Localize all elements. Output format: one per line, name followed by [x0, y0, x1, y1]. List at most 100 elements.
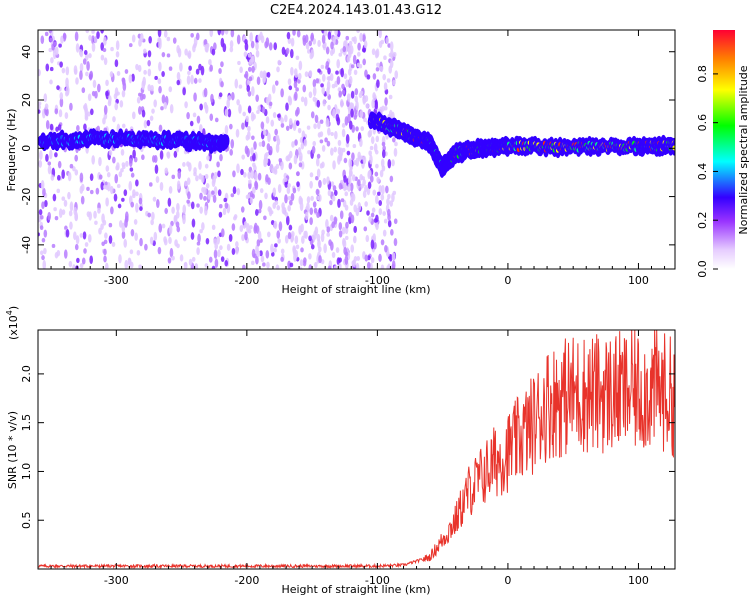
heatmap-noise-cell — [264, 192, 268, 200]
heatmap-noise-cell — [356, 256, 361, 261]
heatmap-noise-cell — [308, 264, 313, 269]
heatmap-noise-cell — [39, 150, 43, 161]
heatmap-noise-cell — [78, 49, 83, 56]
heatmap-noise-cell — [130, 201, 135, 208]
heatmap-noise-cell — [116, 184, 121, 189]
heatmap-noise-cell — [114, 59, 119, 68]
heatmap-noise-cell — [351, 174, 356, 182]
heatmap-noise-cell — [318, 179, 322, 189]
heatmap-noise-cell — [341, 83, 345, 90]
heatmap-noise-cell — [241, 154, 245, 160]
heatmap-noise-cell — [218, 92, 223, 98]
heatmap-noise-cell — [345, 133, 350, 144]
heatmap-noise-cell — [394, 141, 398, 147]
heatmap-noise-cell — [376, 79, 380, 89]
heatmap-noise-cell — [330, 147, 334, 156]
snr-multiplier: (x104) — [5, 306, 20, 340]
heatmap-noise-cell — [176, 226, 181, 233]
heatmap-noise-cell — [306, 125, 311, 130]
heatmap-noise-cell — [110, 206, 114, 215]
heatmap-noise-cell — [285, 102, 289, 111]
y-tick-label: -20 — [20, 188, 33, 206]
heatmap-noise-cell — [40, 35, 45, 45]
heatmap-noise-cell — [102, 219, 107, 226]
heatmap-noise-cell — [43, 229, 48, 238]
heatmap-noise-cell — [284, 235, 289, 244]
heatmap-noise-cell — [386, 265, 391, 269]
heatmap-noise-cell — [193, 42, 197, 49]
heatmap-noise-cell — [118, 171, 123, 178]
heatmap-noise-cell — [326, 232, 330, 237]
heatmap-noise-cell — [389, 41, 394, 52]
heatmap-noise-cell — [310, 111, 315, 119]
heatmap-noise-cell — [259, 31, 263, 41]
heatmap-noise-cell — [160, 106, 164, 111]
heatmap-noise-cell — [373, 94, 377, 102]
heatmap-noise-cell — [364, 69, 368, 78]
heatmap-noise-cell — [199, 124, 203, 133]
heatmap-noise-cell — [65, 86, 70, 96]
heatmap-noise-cell — [105, 90, 109, 97]
heatmap-noise-cell — [157, 246, 162, 255]
heatmap-noise-cell — [362, 34, 366, 43]
heatmap-noise-cell — [374, 99, 379, 110]
y-tick-label: 1.5 — [20, 414, 33, 432]
heatmap-noise-cell — [253, 141, 257, 150]
heatmap-noise-cell — [182, 236, 187, 242]
heatmap-noise-cell — [65, 228, 70, 238]
heatmap-noise-cell — [173, 214, 178, 224]
heatmap-noise-cell — [356, 30, 360, 34]
heatmap-noise-cell — [222, 207, 227, 216]
heatmap-noise-cell — [278, 158, 283, 163]
heatmap-noise-cell — [112, 116, 116, 123]
heatmap-noise-cell — [355, 126, 359, 132]
heatmap-noise-cell — [294, 109, 299, 117]
heatmap-noise-cell — [370, 239, 375, 250]
heatmap-noise-cell — [219, 153, 223, 162]
heatmap-noise-cell — [110, 46, 114, 52]
heatmap-noise-cell — [129, 249, 134, 255]
heatmap-noise-cell — [348, 212, 353, 218]
heatmap-noise-cell — [331, 195, 336, 202]
heatmap-noise-cell — [161, 223, 166, 229]
heatmap-noise-cell — [365, 103, 370, 109]
heatmap-noise-cell — [287, 183, 291, 188]
snr-xlabel: Height of straight line (km) — [281, 583, 430, 596]
heatmap-noise-cell — [91, 42, 96, 52]
heatmap-noise-cell — [289, 199, 293, 206]
heatmap-noise-cell — [135, 191, 139, 197]
heatmap-noise-cell — [137, 64, 142, 73]
heatmap-noise-cell — [234, 78, 239, 89]
heatmap-noise-cell — [74, 31, 79, 42]
heatmap-noise-cell — [149, 115, 154, 121]
heatmap-noise-cell — [288, 85, 293, 91]
heatmap-noise-cell — [392, 51, 397, 58]
heatmap-noise-cell — [229, 149, 233, 156]
heatmap-noise-cell — [348, 40, 353, 46]
heatmap-noise-cell — [235, 128, 240, 138]
heatmap-noise-cell — [53, 207, 57, 212]
heatmap-noise-cell — [120, 168, 124, 173]
heatmap-noise-cell — [315, 78, 320, 84]
heatmap-noise-cell — [287, 205, 291, 212]
heatmap-noise-cell — [310, 34, 314, 41]
heatmap-noise-cell — [288, 96, 293, 106]
heatmap-noise-cell — [262, 70, 267, 78]
heatmap-noise-cell — [260, 121, 265, 130]
heatmap-noise-cell — [143, 69, 147, 75]
heatmap-noise-cell — [292, 187, 297, 194]
heatmap-noise-cell — [220, 30, 225, 36]
heatmap-noise-cell — [384, 245, 388, 253]
heatmap-noise-cell — [69, 221, 73, 230]
heatmap-noise-cell — [254, 181, 259, 191]
heatmap-noise-cell — [148, 36, 152, 44]
heatmap-noise-cell — [238, 104, 242, 114]
heatmap-noise-cell — [142, 76, 146, 87]
heatmap-noise-cell — [292, 30, 296, 36]
heatmap-noise-cell — [261, 140, 266, 148]
heatmap-noise-cell — [264, 157, 269, 165]
heatmap-noise-cell — [386, 198, 390, 206]
heatmap-noise-cell — [327, 31, 332, 40]
heatmap-noise-cell — [374, 149, 379, 155]
heatmap-noise-cell — [191, 256, 196, 262]
